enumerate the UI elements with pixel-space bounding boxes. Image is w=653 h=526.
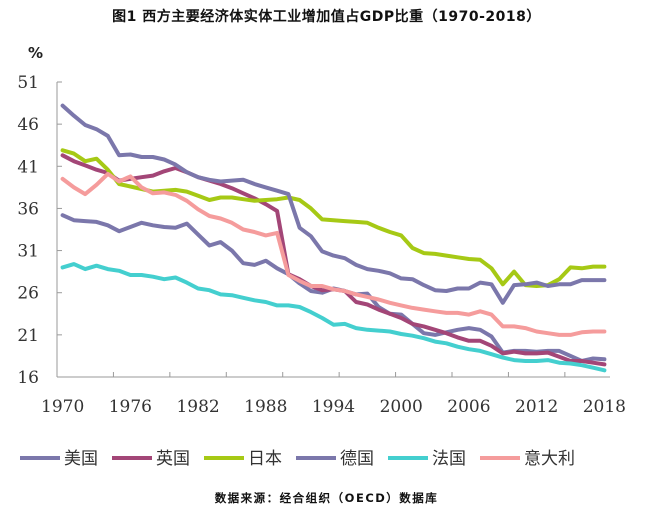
legend-label-法国: 法国 bbox=[432, 449, 466, 469]
y-tick-label: 51 bbox=[17, 73, 39, 93]
legend-label-德国: 德国 bbox=[340, 449, 374, 469]
legend-label-美国: 美国 bbox=[64, 449, 98, 469]
y-tick-label: 31 bbox=[17, 242, 39, 262]
legend-label-日本: 日本 bbox=[248, 449, 282, 469]
legend-label-意大利: 意大利 bbox=[524, 449, 575, 469]
y-tick-label: 46 bbox=[17, 115, 39, 135]
x-tick-label: 1982 bbox=[176, 397, 219, 417]
y-tick-label: 36 bbox=[17, 199, 39, 219]
legend: 美国 英国 日本 德国 法国 意大利 bbox=[20, 449, 575, 469]
y-axis-unit-label: % bbox=[28, 44, 43, 62]
y-tick-label: 16 bbox=[17, 368, 39, 388]
x-tick-label: 1988 bbox=[244, 397, 287, 417]
series-line-意大利 bbox=[60, 171, 607, 337]
x-tick-label: 2018 bbox=[583, 397, 626, 417]
data-source-note: 数据来源：经合组织（OECD）数据库 bbox=[214, 491, 439, 505]
series-line-德国 bbox=[60, 103, 607, 305]
legend-label-英国: 英国 bbox=[156, 449, 190, 469]
x-tick-label: 2006 bbox=[447, 397, 490, 417]
y-tick-label: 26 bbox=[17, 284, 39, 304]
y-tick-label: 41 bbox=[17, 157, 39, 177]
series-line-法国 bbox=[60, 262, 607, 373]
x-tick-label: 1970 bbox=[41, 397, 84, 417]
x-tick-label: 1976 bbox=[109, 397, 152, 417]
chart-title: 图1 西方主要经济体实体工业增加值占GDP比重（1970-2018） bbox=[112, 9, 541, 25]
line-chart: % 16 21 26 31 36 41 46 51 1970 1976 1982 1988 1994 20… bbox=[17, 44, 626, 469]
y-tick-label: 21 bbox=[17, 326, 39, 346]
axes: 16 21 26 31 36 41 46 51 1970 1976 1982 1988 1994 2000… bbox=[17, 73, 626, 417]
x-tick-label: 1994 bbox=[312, 397, 355, 417]
x-tick-label: 2012 bbox=[515, 397, 558, 417]
series-lines bbox=[60, 103, 607, 373]
x-tick-label: 2000 bbox=[380, 397, 423, 417]
series-line-日本 bbox=[60, 148, 607, 288]
